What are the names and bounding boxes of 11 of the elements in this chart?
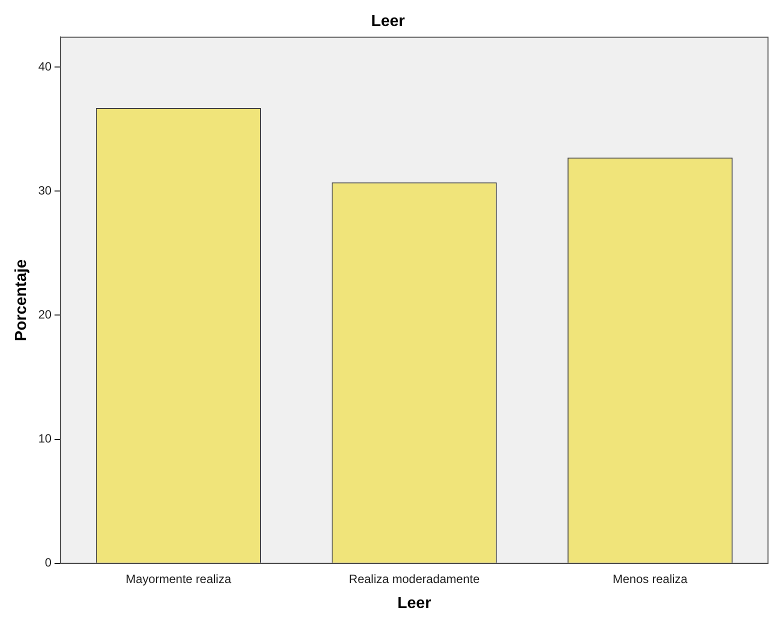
x-axis-title: Leer	[397, 594, 432, 612]
y-tick-label: 10	[38, 432, 52, 446]
y-tick-label: 0	[44, 556, 52, 570]
chart-title: Leer	[371, 13, 405, 30]
x-tick-label: Realiza moderadamente	[348, 572, 480, 586]
y-tick-label: 30	[38, 183, 52, 198]
y-axis-title: Porcentaje	[13, 259, 30, 342]
y-tick-label: 40	[38, 59, 52, 74]
x-tick-label: Mayormente realiza	[126, 572, 232, 586]
x-tick-label: Menos realiza	[612, 572, 688, 586]
y-tick-label: 20	[38, 308, 52, 322]
